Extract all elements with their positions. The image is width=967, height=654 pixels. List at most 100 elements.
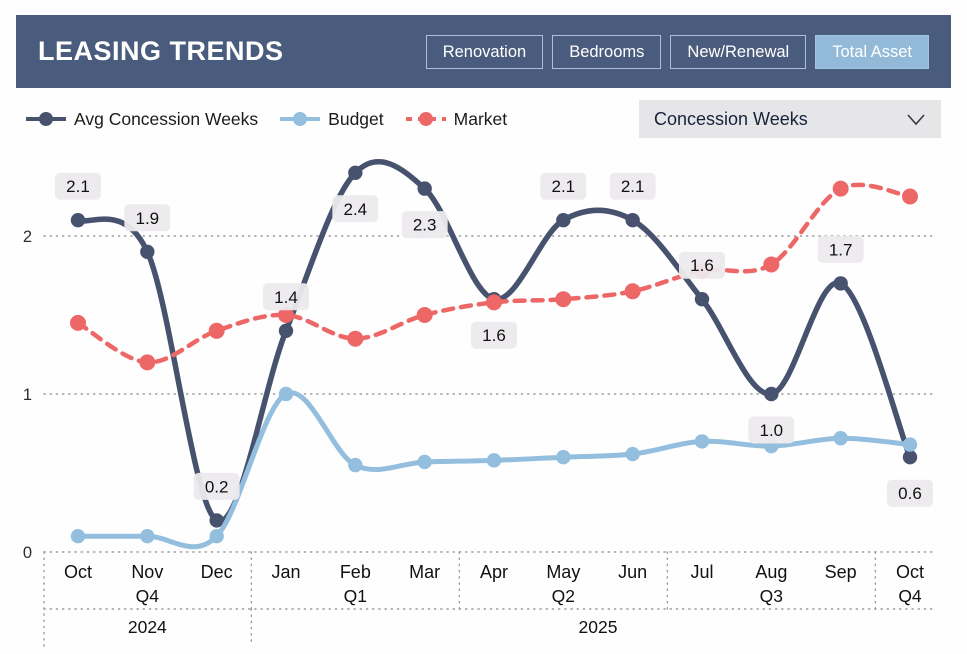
data-point-market[interactable] [555,291,572,308]
data-point-avg-concession-weeks[interactable] [209,513,224,528]
data-point-budget[interactable] [278,386,294,402]
data-point-avg-concession-weeks[interactable] [278,323,294,338]
x-axis-month-label: May [546,562,580,582]
data-label: 0.2 [205,477,229,496]
legend-dot [418,112,433,126]
data-point-budget[interactable] [417,454,432,470]
data-point-market[interactable] [278,307,294,323]
data-point-market[interactable] [208,322,225,339]
metric-dropdown[interactable]: Concession Weeks [639,100,941,138]
data-label-box [609,172,656,200]
data-point-avg-concession-weeks[interactable] [764,386,779,402]
data-label: 1.6 [690,256,714,275]
data-point-market[interactable] [139,354,156,371]
data-label-box [124,204,171,232]
data-label: 1.9 [136,209,160,228]
header-bar: LEASING TRENDS Renovation Bedrooms New/R… [16,15,951,88]
data-point-budget[interactable] [625,446,640,462]
data-label-box [193,472,240,500]
x-axis-month-label: Jan [271,562,300,582]
series-line-avg-concession-weeks [75,159,913,524]
line-dot-marker-icon [280,112,321,126]
chevron-down-icon [907,113,925,125]
x-axis-month-label: Sep [825,562,857,582]
legend-label: Budget [328,108,384,129]
data-label-box [540,172,587,200]
data-point-avg-concession-weeks[interactable] [625,213,640,228]
x-axis-month-label: Feb [340,562,371,582]
x-axis-quarter-label: Q1 [344,586,367,606]
x-axis-month-label: Apr [480,562,508,582]
data-label: 2.1 [552,177,576,196]
legend-dot [293,112,308,126]
data-point-budget[interactable] [140,529,155,544]
legend-label: Market [453,108,508,129]
data-point-market[interactable] [416,307,433,323]
data-label-box [263,283,309,311]
legend-item-market[interactable]: Market [405,109,507,130]
data-point-avg-concession-weeks[interactable] [140,244,155,259]
x-axis-year-label: 2025 [579,617,618,637]
x-axis-month-label: Oct [64,562,92,582]
data-label-box [332,195,379,223]
data-point-market[interactable] [763,256,780,273]
x-axis-quarter-label: Q2 [552,586,575,606]
data-point-budget[interactable] [902,437,918,452]
x-axis-quarter-label: Q3 [760,586,783,606]
data-point-budget[interactable] [209,529,224,544]
data-label: 2.1 [66,177,90,196]
data-point-avg-concession-weeks[interactable] [694,292,710,307]
data-point-market[interactable] [486,294,502,311]
data-point-avg-concession-weeks[interactable] [70,213,86,228]
data-point-budget[interactable] [833,431,848,446]
data-point-avg-concession-weeks[interactable] [348,165,363,180]
x-axis-month-label: Aug [755,562,787,582]
data-point-avg-concession-weeks[interactable] [902,450,918,465]
legend-dot [39,112,53,126]
series-line-budget [75,390,913,550]
y-axis-tick-label: 1 [23,386,32,404]
dashed-line-dot-marker-icon [405,112,446,126]
data-point-market[interactable] [347,330,364,347]
legend-row: Avg Concession Weeks Budget Market Conce… [25,100,941,138]
x-axis-year-label: 2024 [128,617,167,637]
data-point-market[interactable] [624,283,641,300]
data-label-box [401,211,448,239]
data-point-budget[interactable] [70,529,86,544]
data-label: 1.6 [482,326,506,345]
data-label-box [887,479,933,507]
data-point-budget[interactable] [556,450,571,465]
x-axis-month-label: Jun [618,562,647,582]
legend-item-budget[interactable]: Budget [279,108,384,130]
data-point-market[interactable] [902,188,918,205]
dropdown-selected-value: Concession Weeks [654,108,808,129]
data-point-budget[interactable] [486,453,502,468]
y-axis-tick-label: 0 [23,544,32,562]
data-label: 0.6 [898,484,922,503]
data-label: 1.7 [829,240,853,259]
data-label: 2.1 [621,177,645,196]
data-point-market[interactable] [832,180,849,197]
x-axis-month-label: Oct [896,562,924,582]
tab-bedrooms[interactable]: Bedrooms [552,34,662,69]
x-axis-month-label: Nov [131,562,163,582]
tab-renovation[interactable]: Renovation [425,34,544,69]
data-label-box [817,235,864,263]
data-point-budget[interactable] [694,434,710,449]
data-point-market[interactable] [70,314,86,331]
data-point-budget[interactable] [348,457,363,473]
tab-total-asset[interactable]: Total Asset [815,34,929,69]
data-point-avg-concession-weeks[interactable] [417,181,432,196]
x-axis-month-label: Mar [409,562,440,582]
data-point-avg-concession-weeks[interactable] [556,213,571,228]
data-label-box [471,321,517,349]
data-label: 1.0 [760,421,784,440]
data-point-avg-concession-weeks[interactable] [833,276,848,291]
x-axis-quarter-label: Q4 [898,586,922,606]
tab-new-renewal[interactable]: New/Renewal [670,34,807,69]
data-label: 2.3 [413,216,437,235]
data-label: 1.4 [274,288,298,307]
legend-label: Avg Concession Weeks [74,108,259,129]
legend-item-avg-concession-weeks[interactable]: Avg Concession Weeks [25,109,258,130]
